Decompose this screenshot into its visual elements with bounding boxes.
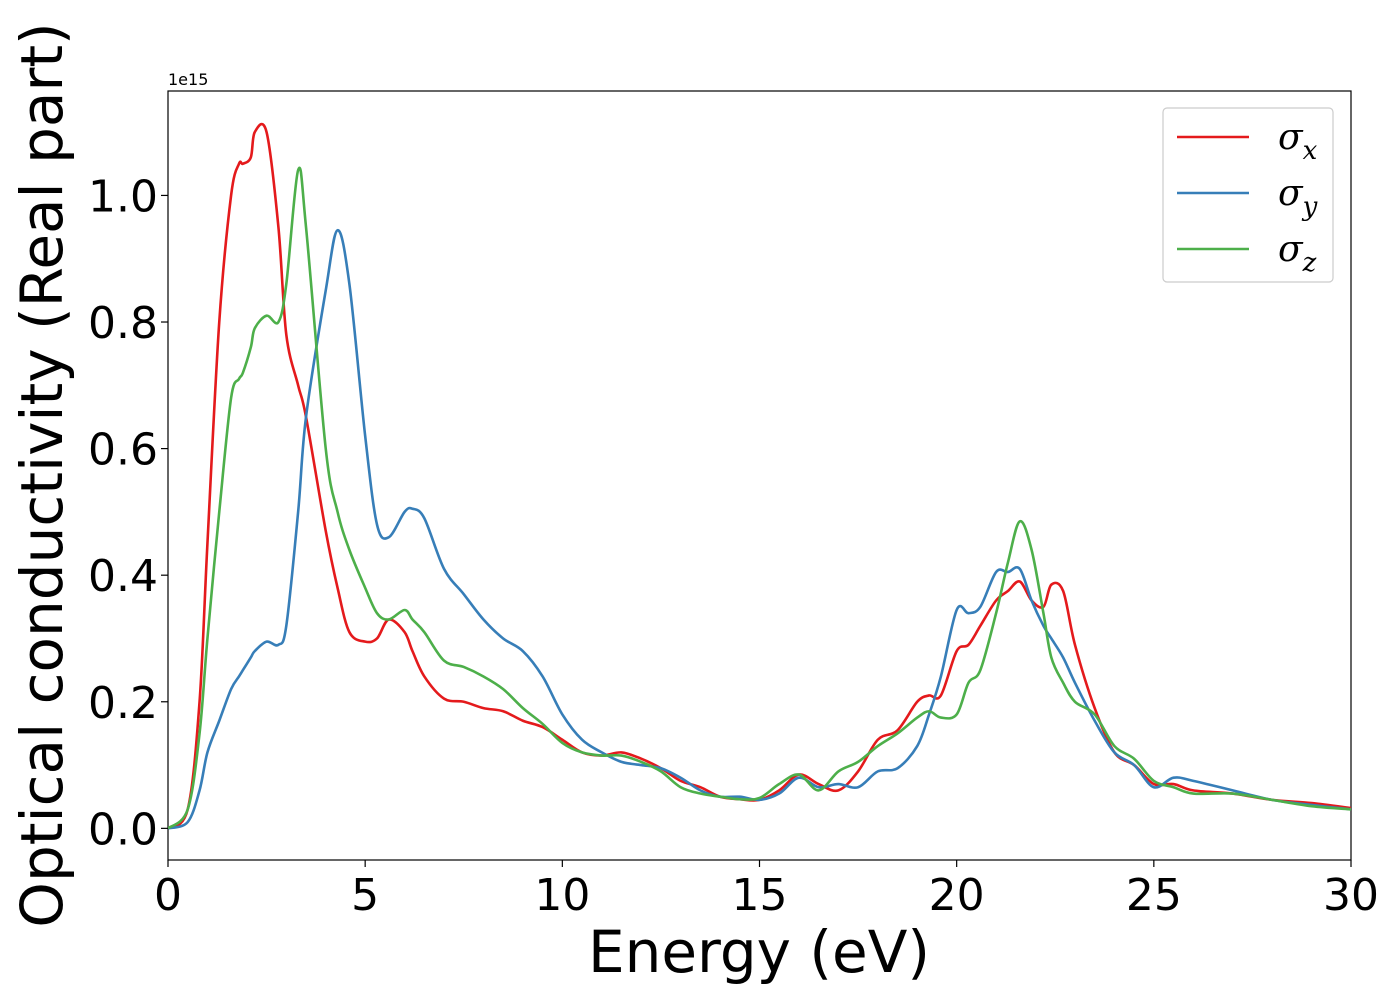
- legend-subscript: z: [1302, 248, 1317, 278]
- y-offset-text: 1e15: [168, 70, 208, 89]
- x-tick-label: 10: [534, 870, 590, 921]
- x-tick-label: 20: [929, 870, 985, 921]
- series-lines: [168, 122, 1351, 830]
- y-axis-title: Optical conductivity (Real part): [8, 22, 76, 927]
- y-tick-label: 0.4: [88, 551, 158, 602]
- x-tick-label: 15: [732, 870, 788, 921]
- series-line-y: [168, 228, 1351, 830]
- y-axis-ticks: 0.0 0.2 0.4 0.6 0.8 1.0: [88, 171, 168, 855]
- x-tick-label: 0: [154, 870, 182, 921]
- legend-subscript: x: [1303, 136, 1318, 166]
- series-line-z: [168, 166, 1351, 830]
- x-axis-ticks: 0 5 10 15 20 25 30: [154, 860, 1379, 921]
- y-tick-label: 0.8: [88, 298, 158, 349]
- y-tick-label: 1.0: [88, 171, 158, 222]
- y-tick-label: 0.2: [88, 678, 158, 729]
- y-tick-label: 0.6: [88, 425, 158, 476]
- x-axis-title: Energy (eV): [588, 918, 930, 986]
- plot-area: [167, 90, 1352, 861]
- x-tick-label: 5: [351, 870, 379, 921]
- legend-subscript: y: [1302, 192, 1318, 222]
- x-tick-label: 30: [1323, 870, 1379, 921]
- x-tick-label: 25: [1126, 870, 1182, 921]
- series-line-x: [168, 122, 1351, 830]
- legend-box: [1162, 107, 1334, 283]
- y-tick-label: 0.0: [88, 804, 158, 855]
